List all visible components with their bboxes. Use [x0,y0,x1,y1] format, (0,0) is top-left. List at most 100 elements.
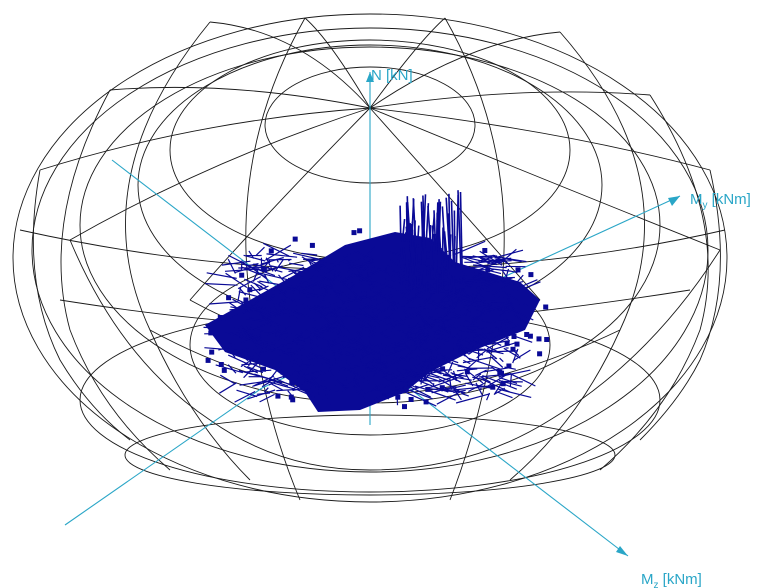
load-point-trace [290,338,318,344]
load-point-trace [237,276,261,290]
load-point-trace [438,327,446,331]
load-point-trace [452,240,486,256]
load-point-trace [297,369,302,372]
load-point-marker [410,291,416,297]
load-point-marker [209,349,215,355]
load-point-marker [448,349,454,355]
load-point-trace [301,388,332,397]
load-point-marker [527,333,533,339]
load-point-marker [387,235,393,241]
load-point-trace [325,283,334,290]
load-point-marker [500,381,506,387]
load-point-trace [512,349,531,362]
load-point-marker [318,389,324,395]
load-point-trace [345,335,370,342]
load-point-trace [396,323,431,331]
load-point-trace [413,341,417,346]
load-point-marker [337,301,343,307]
load-point-trace [307,360,335,368]
load-point-marker [262,334,268,340]
load-point-trace [486,392,491,401]
load-point-trace [399,344,417,355]
load-point-trace [292,275,315,289]
load-point-marker [425,386,431,392]
load-point-marker [524,332,530,337]
load-point-marker [460,315,466,321]
load-point-marker [386,326,392,332]
load-point-trace [229,302,246,314]
load-point-trace [402,307,417,312]
load-point-marker [449,267,455,273]
load-point-marker [400,313,406,319]
n-axis-arrowhead [366,72,374,82]
load-point-trace [504,305,534,321]
load-point-trace [263,353,287,357]
load-point-trace [321,313,332,325]
load-point-trace [293,282,315,291]
load-point-marker [406,234,412,240]
load-point-trace [416,335,429,345]
load-point-trace [341,282,358,298]
load-point-marker [376,297,382,303]
load-point-trace [494,281,519,283]
load-point-trace [336,379,347,390]
load-point-trace [504,308,519,315]
load-point-marker [406,318,411,324]
load-point-trace [290,310,320,322]
load-point-trace [496,391,513,399]
load-point-trace [265,380,295,390]
load-point-marker [401,241,406,247]
load-point-trace [462,255,493,258]
load-point-trace [368,281,372,293]
load-point-trace [230,306,261,314]
load-point-trace [479,260,492,264]
load-point-trace [395,297,399,304]
load-point-trace [476,386,490,388]
load-point-trace [252,375,275,388]
load-point-trace [377,351,381,354]
load-point-trace [246,334,262,341]
load-point-marker [218,362,224,367]
mz-axis-label-unit: [kNm] [659,571,702,588]
load-point-trace [488,308,509,323]
load-point-trace [423,354,448,371]
n-axis-label: N [kN] [371,67,413,84]
load-point-trace [497,388,532,398]
load-point-marker [473,270,479,276]
load-point-marker [403,386,409,392]
load-point-marker [367,354,373,360]
load-point-trace [428,214,436,276]
load-point-trace [427,315,462,325]
load-point-marker [318,350,324,356]
load-point-trace [340,316,374,319]
load-point-marker [275,393,281,399]
load-point-trace [440,288,454,302]
load-point-marker [518,299,523,305]
load-point-trace [352,382,358,390]
load-point-trace [313,319,316,331]
load-point-marker [396,352,402,358]
load-point-trace [342,295,366,302]
load-point-marker [332,402,338,408]
load-point-trace [488,342,517,352]
load-point-marker [463,342,468,348]
load-point-trace [279,325,291,338]
load-point-trace [356,326,392,339]
load-point-marker [395,394,401,400]
load-point-marker [294,290,300,296]
load-point-marker [377,326,383,332]
load-point-trace [436,219,442,274]
load-point-trace [385,386,404,391]
load-point-trace [426,298,449,302]
load-point-trace [388,290,396,306]
load-point-trace [301,252,318,256]
load-point-marker [348,301,354,307]
load-point-marker [357,228,363,234]
load-point-marker [290,397,296,403]
load-point-marker [362,270,368,276]
load-point-trace [438,325,474,331]
load-point-trace [359,261,371,277]
load-point-trace [313,330,329,334]
